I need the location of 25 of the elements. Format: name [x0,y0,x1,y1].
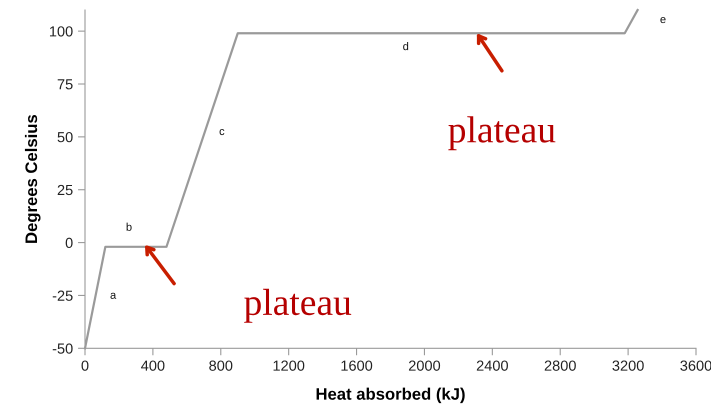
x-tick-label: 3200 [612,360,644,371]
y-tick-label: 100 [50,26,73,37]
y-tick-label: 75 [58,79,73,90]
y-axis-title: Degrees Celsius [24,114,41,243]
x-tick-label: 400 [141,360,164,371]
annotation: d [403,42,408,50]
annotation: b [126,222,132,231]
annotation: c [220,129,224,136]
y-tick-label: -50 [52,343,73,354]
annotation: plateau [244,288,352,323]
x-tick-label: 1600 [341,360,372,371]
x-tick-label: 2800 [544,360,576,371]
x-tick-label: 2000 [408,360,440,371]
x-tick-label: 0 [82,360,88,371]
annotation: e [660,17,666,24]
y-tick-label: 25 [58,184,73,196]
y-tick-label: 0 [66,238,73,248]
x-axis-title: Heat absorbed (kJ) [316,388,465,404]
y-tick-label: -25 [52,290,73,301]
x-tick-label: 1200 [274,360,304,371]
y-tick-label: 50 [58,132,73,142]
x-tick-label: 800 [209,360,232,371]
annotation: plateau [448,116,556,150]
x-tick-label: 2400 [476,360,508,371]
annotation: a [110,292,116,299]
